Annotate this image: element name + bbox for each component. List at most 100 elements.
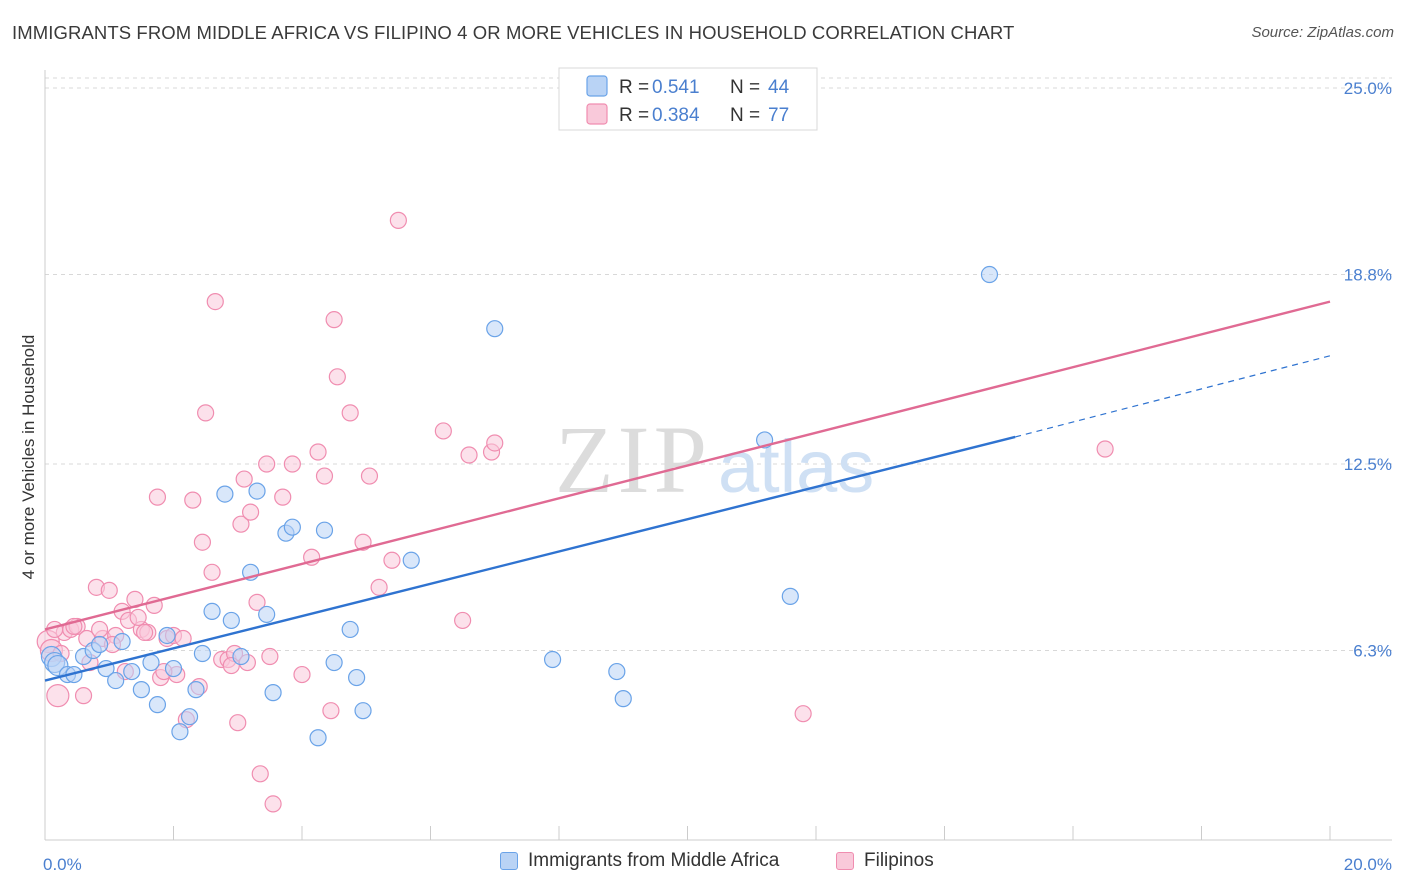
point-blue-17 (171, 723, 189, 741)
point-pink-34 (235, 470, 253, 488)
point-pink-55 (389, 211, 407, 229)
point-pink-42 (283, 455, 301, 473)
tick-labels: 6.3% 12.5% 18.8% 25.0% 0.0% 20.0% (43, 79, 1392, 874)
legend-n-value-0: 44 (768, 77, 790, 98)
trend-line-pink (44, 300, 1331, 631)
point-pink-56 (434, 422, 452, 440)
point-pink-61 (794, 705, 812, 723)
point-blue-31 (309, 729, 327, 747)
point-pink-27 (203, 563, 221, 581)
y-tick-label-3: 25.0% (1344, 79, 1392, 98)
legend-r-value-1: 0.384 (652, 105, 700, 126)
point-pink-33 (232, 515, 250, 533)
point-pink-60 (486, 434, 504, 452)
point-blue-13 (142, 653, 160, 672)
legend-r-value-0: 0.541 (652, 77, 700, 98)
legend-item-filipinos: Filipinos (836, 850, 934, 872)
point-pink-18 (148, 488, 167, 506)
point-blue-22 (216, 485, 234, 503)
point-blue-19 (187, 681, 205, 699)
legend-swatch-pink (586, 103, 608, 125)
y-tick-label-2: 18.8% (1344, 266, 1392, 285)
legend-swatch-pink (836, 852, 854, 870)
point-pink-71 (135, 623, 154, 642)
y-axis-label: 4 or more Vehicles in Household (19, 335, 38, 580)
y-tick-label-1: 12.5% (1344, 455, 1392, 474)
point-pink-54 (383, 551, 401, 569)
point-blue-12 (132, 681, 150, 699)
point-pink-47 (322, 702, 340, 720)
point-pink-41 (274, 488, 292, 506)
point-pink-46 (315, 467, 334, 485)
point-pink-50 (341, 404, 359, 422)
point-pink-45 (309, 443, 327, 461)
bottom-legend: Immigrants from Middle Africa Filipinos (0, 850, 1406, 880)
point-pink-62 (1096, 440, 1114, 458)
point-blue-23 (222, 611, 240, 630)
point-pink-32 (229, 714, 247, 732)
point-blue-27 (258, 605, 276, 624)
point-blue-38 (486, 320, 504, 338)
legend-n-label-0: N = (730, 77, 760, 98)
point-blue-39 (543, 650, 562, 669)
point-blue-7 (91, 635, 109, 654)
point-pink-6 (74, 687, 93, 705)
point-pink-53 (370, 578, 388, 596)
source-label: Source: ZipAtlas.com (1251, 24, 1394, 41)
point-pink-67 (91, 620, 109, 639)
point-pink-26 (197, 404, 215, 422)
legend-n-label-1: N = (730, 105, 760, 126)
point-blue-24 (232, 647, 250, 666)
point-pink-70 (129, 608, 147, 627)
x-tick-label-0: 0.0% (43, 855, 82, 874)
legend-label-middle-africa: Immigrants from Middle Africa (528, 850, 780, 871)
point-blue-16 (164, 659, 183, 678)
point-blue-32 (315, 521, 334, 539)
legend-r-label-1: R = (619, 105, 649, 126)
watermark-zip: ZIP (555, 406, 711, 513)
point-blue-41 (614, 690, 632, 708)
axes (44, 70, 1392, 841)
trend-line-blue (44, 435, 1016, 682)
point-blue-33 (325, 653, 343, 672)
point-pink-37 (251, 765, 269, 783)
point-blue-43 (781, 587, 799, 605)
point-blue-11 (123, 662, 141, 681)
point-blue-20 (193, 644, 212, 663)
point-blue-34 (341, 620, 359, 639)
chart-title: IMMIGRANTS FROM MIDDLE AFRICA VS FILIPIN… (12, 22, 1015, 43)
point-blue-40 (608, 662, 626, 681)
legend-box: R = 0.541 N = 44 R = 0.384 N = 77 (558, 67, 818, 131)
point-blue-26 (248, 482, 266, 500)
point-pink-25 (193, 533, 212, 551)
point-blue-35 (348, 668, 366, 687)
point-pink-36 (248, 593, 266, 611)
point-pink-35 (242, 503, 260, 521)
data-points (36, 211, 1114, 813)
legend-item-middle-africa: Immigrants from Middle Africa (500, 850, 779, 872)
trend-lines (44, 300, 1331, 682)
point-pink-28 (206, 293, 224, 311)
point-pink-43 (293, 665, 311, 684)
point-blue-30 (283, 518, 301, 536)
point-blue-10 (113, 632, 131, 651)
point-blue-14 (148, 696, 167, 714)
point-pink-24 (184, 491, 202, 509)
point-pink-49 (328, 368, 346, 386)
legend-swatch-blue (500, 852, 518, 870)
point-pink-58 (460, 446, 478, 464)
y-tick-label-0: 6.3% (1353, 642, 1392, 661)
point-blue-36 (354, 702, 372, 720)
legend-label-filipinos: Filipinos (864, 850, 934, 871)
legend-r-label-0: R = (619, 77, 649, 98)
legend-swatch-blue (586, 75, 608, 97)
legend-n-value-1: 77 (768, 105, 789, 126)
point-blue-9 (107, 671, 125, 690)
point-pink-38 (258, 455, 276, 473)
point-pink-57 (454, 611, 472, 630)
point-blue-44 (980, 265, 999, 284)
point-blue-15 (158, 626, 176, 645)
point-pink-52 (360, 467, 379, 485)
x-tick-label-1: 20.0% (1344, 855, 1392, 874)
